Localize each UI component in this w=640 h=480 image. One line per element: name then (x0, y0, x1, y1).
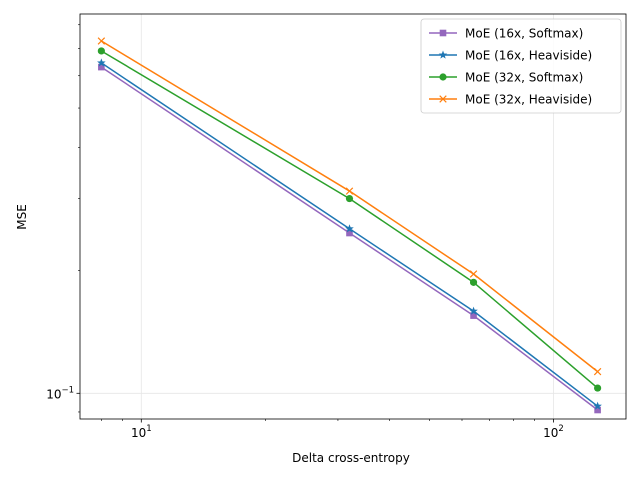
legend-marker (438, 50, 448, 59)
series-3 (97, 47, 602, 392)
data-point (345, 224, 354, 233)
x-tick-label: 102 (543, 424, 564, 440)
legend-marker (439, 73, 447, 81)
axis-ticks: 101 102 10−1 (46, 24, 564, 440)
data-point (594, 406, 601, 414)
data-point (345, 194, 354, 203)
data-point (97, 58, 106, 67)
legend-label: MoE (16x, Heaviside) (465, 49, 592, 63)
series-line (100, 66, 599, 411)
legend: MoE (16x, Softmax) MoE (16x, Heaviside) Mo… (420, 18, 622, 114)
legend-item: MoE (32x, Softmax) (429, 71, 583, 85)
legend-item: MoE (32x, Heaviside) (429, 93, 592, 107)
legend-marker (439, 95, 447, 103)
data-point (346, 229, 353, 237)
data-point (593, 367, 602, 376)
data-point (97, 37, 106, 45)
plot-frame (79, 13, 627, 420)
series-4 (97, 37, 602, 376)
y-tick-label: 10−1 (46, 385, 74, 401)
legend-marker (439, 29, 447, 37)
data-point (593, 401, 602, 410)
series-line (100, 62, 599, 407)
series-line (100, 40, 599, 373)
legend-label: MoE (16x, Softmax) (465, 27, 583, 41)
data-point (469, 306, 478, 315)
series-1 (98, 63, 601, 414)
data-point (594, 384, 602, 392)
legend-item: MoE (16x, Heaviside) (429, 49, 592, 63)
series-2 (97, 58, 602, 410)
y-axis-label: MSE (15, 204, 29, 230)
data-point (98, 63, 105, 71)
legend-item: MoE (16x, Softmax) (429, 27, 583, 41)
legend-label: MoE (32x, Softmax) (465, 71, 583, 85)
x-tick-label: 101 (131, 424, 152, 440)
legend-label: MoE (32x, Heaviside) (465, 93, 592, 107)
x-axis-label: Delta cross-entropy (292, 451, 410, 465)
data-point (469, 278, 478, 286)
data-point (469, 270, 478, 278)
data-point (97, 47, 105, 55)
data-point (470, 312, 477, 319)
legend-box (420, 18, 622, 114)
series-layer (97, 37, 602, 414)
series-line (100, 50, 599, 389)
data-point (345, 187, 354, 195)
